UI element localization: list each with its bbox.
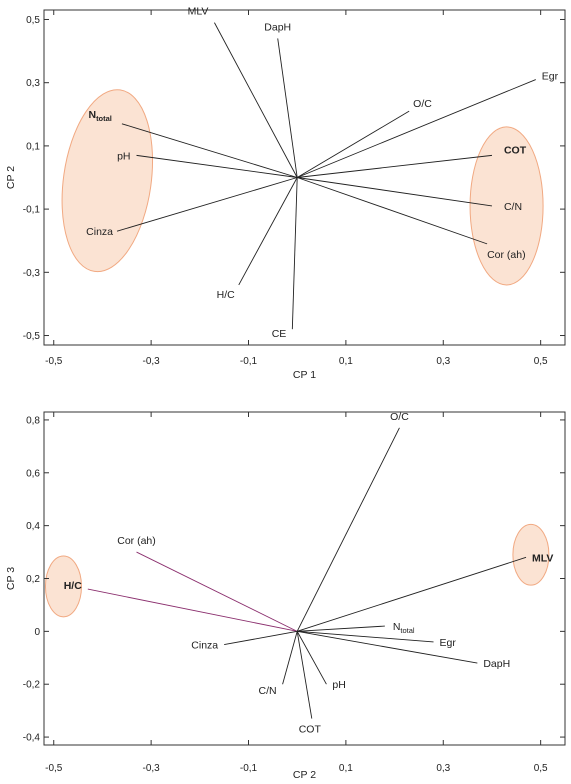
loading-vector-ph [136, 154, 298, 178]
vector-label-cinza: Cinza [191, 640, 218, 652]
vector-label-cinza: Cinza [86, 226, 113, 238]
vector-label-o-c: O/C [390, 411, 409, 423]
x-axis-label: CP 2 [293, 769, 316, 781]
vector-label-daph: DapH [483, 658, 510, 670]
vector-label-egr: Egr [440, 637, 457, 649]
plot-frame [43, 9, 566, 346]
loading-vector-o-c [296, 110, 410, 178]
vector-label-ce: CE [272, 328, 287, 340]
vector-label-c-n: C/N [504, 201, 522, 213]
vector-label-o-c: O/C [413, 98, 432, 110]
x-tick-label: 0,3 [436, 356, 450, 367]
loading-vector-daph [297, 630, 478, 664]
highlight-ellipse-1 [469, 126, 544, 286]
x-tick-label: 0,5 [534, 356, 548, 367]
loading-vector-daph [277, 38, 298, 178]
y-tick-label: -0,1 [23, 205, 41, 216]
y-tick-label: -0,2 [23, 680, 41, 691]
loading-vector-cot [296, 631, 313, 719]
y-tick-label: 0 [34, 627, 40, 638]
loading-vector-ph [296, 631, 327, 685]
vector-label-ph: pH [117, 150, 130, 162]
y-tick-label: 0,8 [26, 415, 40, 426]
vector-label-egr: Egr [542, 71, 559, 83]
pca-biplot-cp1-cp2: -0,5 -0,3 -0,1 0,1 0,3 0,5 0,5 0,3 0,1 -0,1 -0,3 -0… [5, 6, 566, 381]
x-tick-label: -0,1 [240, 763, 258, 774]
loading-vector-o-c [296, 427, 400, 632]
y-tick-label: 0,2 [26, 574, 40, 585]
loading-vector-cor-ah [136, 551, 298, 632]
vector-label-mlv: MLV [532, 552, 553, 564]
loading-vector-cot [297, 154, 493, 178]
y-axis-label: CP 3 [5, 567, 17, 590]
x-tick-label: -0,1 [240, 356, 258, 367]
vector-label-cor-ah: Cor (ah) [487, 249, 526, 261]
x-tick-label: 0,1 [339, 356, 353, 367]
highlight-ellipse-1 [512, 523, 550, 586]
highlight-ellipse-0 [61, 89, 154, 273]
y-tick-label: 0,6 [26, 468, 40, 479]
loading-vector-ntotal [297, 625, 385, 632]
loading-vector-ntotal [121, 123, 298, 178]
loading-vector-ce [291, 177, 298, 330]
x-tick-label: -0,3 [143, 356, 161, 367]
pca-biplot-cp2-cp3: -0,5 -0,3 -0,1 0,1 0,3 0,5 0,8 0,6 0,4 0,2 0 -0,2 -0… [5, 411, 566, 781]
y-tick-label: -0,4 [23, 733, 41, 744]
x-tick-label: 0,3 [436, 763, 450, 774]
x-tick-label: -0,5 [45, 763, 63, 774]
vector-label-c-n: C/N [258, 685, 276, 697]
x-tick-label: -0,5 [45, 356, 63, 367]
y-axis-label: CP 2 [5, 166, 17, 189]
vector-label-ntotal: Ntotal [393, 621, 415, 635]
y-tick-label: 0,4 [26, 521, 40, 532]
loading-vector-mlv [297, 556, 527, 632]
x-tick-label: 0,5 [534, 763, 548, 774]
vector-label-cot: COT [299, 724, 322, 736]
y-tick-label: 0,1 [26, 141, 40, 152]
loading-vector-c-n [282, 631, 298, 685]
y-tick-label: -0,5 [23, 331, 41, 342]
vector-label-cot: COT [504, 144, 527, 156]
loading-vector-egr [297, 630, 434, 643]
y-tick-label: -0,3 [23, 268, 41, 279]
plot-frame [43, 411, 566, 746]
vector-label-mlv: MLV [188, 6, 209, 18]
loading-vector-egr [297, 79, 536, 178]
vector-label-h-c: H/C [64, 580, 83, 592]
vector-label-ntotal: Ntotal [88, 109, 111, 123]
loading-vector-cinza [224, 630, 298, 646]
loading-vector-c-n [297, 177, 493, 207]
loading-vector-cinza [116, 177, 298, 232]
vector-label-ph: pH [332, 679, 345, 691]
highlight-ellipse-0 [44, 555, 82, 618]
loading-vector-mlv [214, 22, 298, 178]
vector-label-daph: DapH [264, 21, 291, 33]
x-axis-label: CP 1 [293, 369, 316, 381]
loading-vector-h-c [87, 588, 298, 632]
vector-label-cor-ah: Cor (ah) [117, 535, 156, 547]
x-tick-label: 0,1 [339, 763, 353, 774]
y-tick-label: 0,3 [26, 78, 40, 89]
loading-vector-cor-ah [297, 177, 488, 245]
x-tick-label: -0,3 [143, 763, 161, 774]
y-tick-label: 0,5 [26, 15, 40, 26]
vector-label-h-c: H/C [217, 289, 236, 301]
loading-vector-h-c [238, 177, 298, 286]
